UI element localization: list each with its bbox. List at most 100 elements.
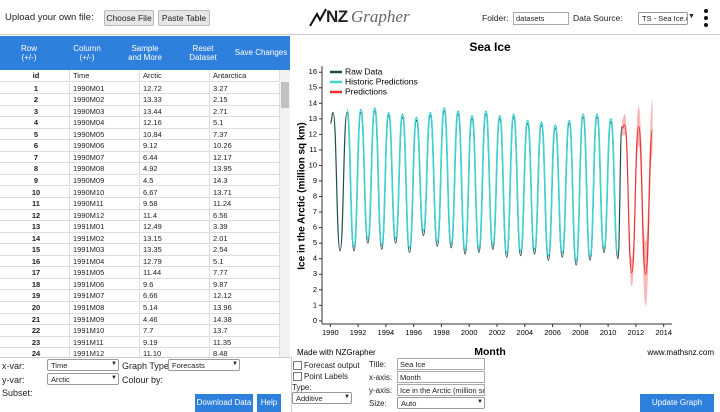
- row-id: 10: [0, 186, 70, 199]
- table-cell: 1991M08: [70, 302, 140, 314]
- point-labels-label: Point Labels: [304, 372, 349, 381]
- table-cell: 11.35: [210, 336, 280, 349]
- graph-type-label: Graph Type:: [122, 361, 172, 371]
- button-sub: (+/-): [79, 53, 95, 62]
- table-button[interactable]: Sample and More: [116, 36, 174, 70]
- row-id: 23: [0, 336, 70, 349]
- x-tick-label: 2002: [489, 328, 506, 337]
- chart-footer-left: Made with NZGrapher: [297, 348, 376, 357]
- x-tick-label: 1998: [433, 328, 450, 337]
- y-tick-label: 1: [313, 300, 317, 309]
- row-id: 21: [0, 313, 70, 326]
- table-cell: 4.5: [140, 174, 210, 187]
- xvar-select[interactable]: Time: [47, 359, 119, 371]
- table-cell: 1991M01: [70, 221, 140, 233]
- download-button[interactable]: Download Data: [195, 394, 253, 412]
- y-tick-label: 15: [309, 83, 317, 92]
- table-cell: 12.17: [210, 151, 280, 164]
- x-tick-label: 1992: [350, 328, 367, 337]
- table-cell: 13.33: [140, 94, 210, 106]
- scrollbar-thumb[interactable]: [281, 82, 289, 108]
- y-tick-label: 10: [309, 160, 317, 169]
- x-tick-label: 1994: [378, 328, 395, 337]
- row-id: 18: [0, 278, 70, 291]
- yaxis-label: y-axis:: [369, 386, 393, 395]
- table-cell: 2.15: [210, 94, 280, 106]
- help-button[interactable]: Help: [257, 394, 281, 412]
- forecast-output-label: Forecast output: [304, 361, 360, 370]
- table-button[interactable]: Column (+/-): [58, 36, 116, 70]
- table-cell: 13.35: [140, 244, 210, 256]
- folder-input[interactable]: datasets: [513, 12, 569, 25]
- x-tick-label: 1990: [322, 328, 339, 337]
- x-tick-label: 2008: [572, 328, 589, 337]
- source-select[interactable]: TS - Sea Ice.c: [638, 12, 688, 25]
- update-graph-button[interactable]: Update Graph: [640, 394, 714, 412]
- button-label: Row: [20, 44, 37, 53]
- size-select[interactable]: Auto: [397, 397, 485, 409]
- table-cell: 9.87: [210, 278, 280, 291]
- type-select[interactable]: Additive: [292, 392, 352, 404]
- table-button[interactable]: Save Changes: [232, 36, 290, 70]
- xaxis-input[interactable]: Month: [397, 371, 485, 383]
- table-cell: 2.54: [210, 244, 280, 256]
- table-cell: 1990M04: [70, 117, 140, 129]
- table-cell: 2.01: [210, 232, 280, 245]
- yvar-select[interactable]: Arctic: [47, 373, 119, 385]
- table-cell: 6.66: [140, 290, 210, 302]
- table-cell: 13.7: [210, 325, 280, 337]
- table-cell: 13.44: [140, 105, 210, 118]
- choose-file-button[interactable]: Choose File: [104, 10, 154, 26]
- table-cell: 1990M12: [70, 209, 140, 222]
- y-tick-label: 8: [313, 192, 317, 201]
- table-cell: 6.67: [140, 186, 210, 199]
- table-cell: 5.1: [210, 117, 280, 129]
- y-tick-label: 7: [313, 207, 317, 216]
- table-cell: 1991M04: [70, 255, 140, 268]
- logo-icon: [309, 8, 327, 27]
- point-labels-checkbox[interactable]: [293, 372, 302, 381]
- row-id: 5: [0, 128, 70, 141]
- row-id: 24: [0, 348, 70, 357]
- row-id: 4: [0, 117, 70, 129]
- column-header: id: [0, 70, 70, 82]
- row-id: 17: [0, 267, 70, 279]
- table-cell: 13.15: [140, 232, 210, 245]
- table-cell: 1990M09: [70, 174, 140, 187]
- legend-label: Raw Data: [345, 66, 383, 76]
- menu-button[interactable]: [702, 7, 710, 29]
- xaxis-label: x-axis:: [369, 373, 393, 382]
- title-input[interactable]: Sea Ice: [397, 358, 485, 370]
- chart: Sea Ice Ice in the Arctic (million sq km…: [297, 40, 715, 358]
- paste-table-button[interactable]: Paste Table: [158, 10, 210, 26]
- table-cell: 9.19: [140, 336, 210, 349]
- table-cell: 12.72: [140, 82, 210, 95]
- xvar-label: x-var:: [2, 361, 25, 371]
- table-cell: 1991M10: [70, 325, 140, 337]
- button-label: Column: [73, 44, 101, 53]
- toolbar: [0, 0, 720, 35]
- table-cell: 1990M05: [70, 128, 140, 141]
- yaxis-input[interactable]: Ice in the Arctic (million sq: [397, 384, 485, 396]
- table-cell: 13.95: [210, 163, 280, 175]
- chart-title: Sea Ice: [469, 40, 511, 54]
- table-cell: 11.4: [140, 209, 210, 222]
- x-axis-title: Month: [474, 346, 506, 358]
- table-cell: 12.79: [140, 255, 210, 268]
- subset-label: Subset:: [2, 388, 33, 398]
- table-cell: 14.38: [210, 313, 280, 326]
- table-cell: 3.39: [210, 221, 280, 233]
- table-cell: 13.71: [210, 186, 280, 199]
- y-tick-label: 4: [313, 254, 317, 263]
- graph-type-select[interactable]: Forecasts: [168, 359, 240, 371]
- table-cell: 1990M02: [70, 94, 140, 106]
- row-id: 1: [0, 82, 70, 95]
- divider: [291, 356, 292, 412]
- forecast-output-checkbox[interactable]: [293, 361, 302, 370]
- table-button[interactable]: Row (+/-): [0, 36, 58, 70]
- row-id: 22: [0, 325, 70, 337]
- button-label: Reset: [192, 44, 214, 53]
- x-tick-label: 2000: [461, 328, 478, 337]
- table-button[interactable]: Reset Dataset: [174, 36, 232, 70]
